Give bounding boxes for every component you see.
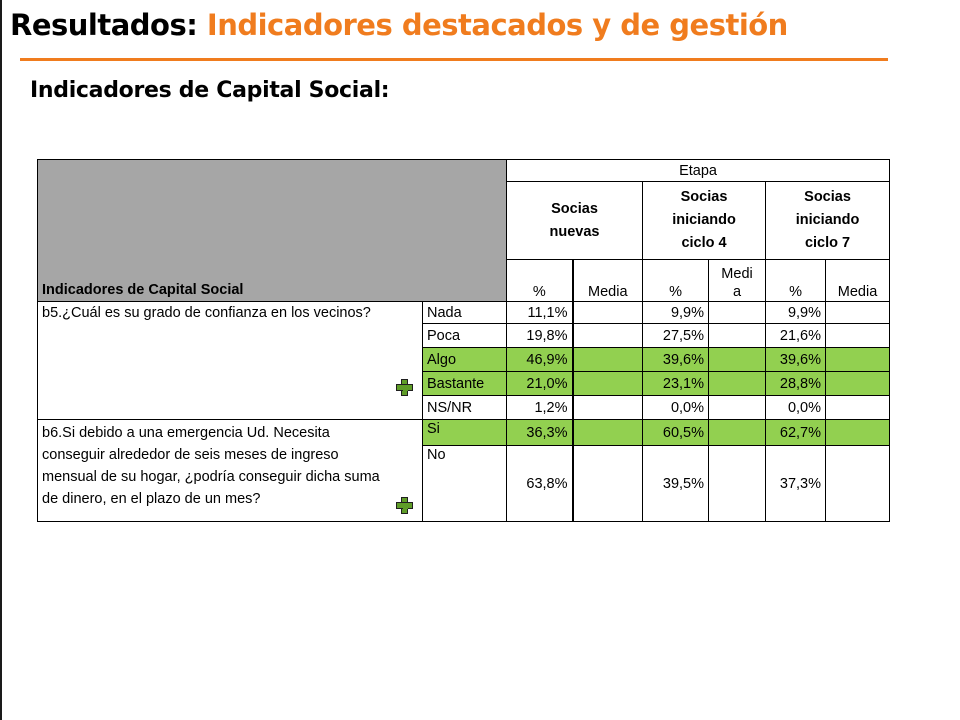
media-cell xyxy=(708,371,767,396)
value-cell: 0,0% xyxy=(765,395,827,420)
media-cell xyxy=(571,347,644,372)
value-cell: 39,6% xyxy=(765,347,827,372)
title-prefix: Resultados: xyxy=(10,8,207,42)
value-cell: 19,8% xyxy=(506,323,574,348)
value-cell: 36,3% xyxy=(506,419,574,446)
media-cell xyxy=(571,371,644,396)
subheader-media: Media xyxy=(825,259,891,302)
value-cell: 1,2% xyxy=(506,395,574,420)
value-cell: 62,7% xyxy=(765,419,827,446)
value-cell: 21,0% xyxy=(506,371,574,396)
answer-label: No xyxy=(421,445,508,522)
value-cell: 23,1% xyxy=(642,371,710,396)
green-plus-icon xyxy=(396,379,414,397)
media-cell xyxy=(825,395,891,420)
capital-social-table: Indicadores de Capital Social Etapa Soci… xyxy=(36,159,891,522)
media-cell xyxy=(708,419,767,446)
media-cell xyxy=(825,301,891,324)
media-cell xyxy=(825,445,891,522)
subheader-pct: % xyxy=(765,259,827,302)
question-b5: b5.¿Cuál es su grado de confianza en los… xyxy=(37,301,423,420)
value-cell: 28,8% xyxy=(765,371,827,396)
answer-label: Poca xyxy=(421,323,508,348)
value-cell: 21,6% xyxy=(765,323,827,348)
value-cell: 27,5% xyxy=(642,323,710,348)
value-cell: 37,3% xyxy=(765,445,827,522)
subheader-pct: % xyxy=(506,259,574,302)
media-cell xyxy=(825,323,891,348)
green-plus-icon xyxy=(396,497,414,515)
table-corner-header: Indicadores de Capital Social xyxy=(36,159,508,302)
media-cell xyxy=(825,371,891,396)
title-accent: Indicadores destacados y de gestión xyxy=(206,8,788,42)
media-cell xyxy=(708,395,767,420)
media-cell xyxy=(571,301,644,324)
answer-label: Si xyxy=(421,419,508,446)
answer-label: NS/NR xyxy=(421,395,508,420)
value-cell: 39,6% xyxy=(642,347,710,372)
subheader-pct: % xyxy=(642,259,710,302)
value-cell: 39,5% xyxy=(642,445,710,522)
media-cell xyxy=(571,323,644,348)
section-subtitle: Indicadores de Capital Social: xyxy=(30,78,390,103)
media-cell xyxy=(571,395,644,420)
value-cell: 9,9% xyxy=(765,301,827,324)
etapa-group-header: Etapa xyxy=(506,159,891,182)
value-cell: 11,1% xyxy=(506,301,574,324)
media-cell xyxy=(571,419,644,446)
value-cell: 0,0% xyxy=(642,395,710,420)
answer-label: Bastante xyxy=(421,371,508,396)
slide-title: Resultados: Indicadores destacados y de … xyxy=(10,8,788,42)
slide-left-border xyxy=(0,0,2,720)
value-cell: 9,9% xyxy=(642,301,710,324)
question-text: b5.¿Cuál es su grado de confianza en los… xyxy=(42,305,371,321)
media-cell xyxy=(708,445,767,522)
value-cell: 46,9% xyxy=(506,347,574,372)
subheader-media: Media xyxy=(571,259,644,302)
media-cell xyxy=(708,301,767,324)
stage-header-ciclo-7: Socias iniciando ciclo 7 xyxy=(765,181,891,260)
media-cell xyxy=(708,347,767,372)
value-cell: 63,8% xyxy=(506,445,574,522)
media-cell xyxy=(825,419,891,446)
question-b6: b6.Si debido a una emergencia Ud. Necesi… xyxy=(37,419,423,522)
answer-label: Algo xyxy=(421,347,508,372)
subheader-media-wrapped: Medi a xyxy=(708,259,767,302)
answer-label: Nada xyxy=(421,301,508,324)
media-cell xyxy=(825,347,891,372)
stage-header-ciclo-4: Socias iniciando ciclo 4 xyxy=(642,181,767,260)
stage-header-nuevas: Socias nuevas xyxy=(506,181,644,260)
question-text: b6.Si debido a una emergencia Ud. Necesi… xyxy=(42,425,380,507)
title-underline xyxy=(20,58,888,61)
media-cell xyxy=(708,323,767,348)
value-cell: 60,5% xyxy=(642,419,710,446)
media-cell xyxy=(571,445,644,522)
